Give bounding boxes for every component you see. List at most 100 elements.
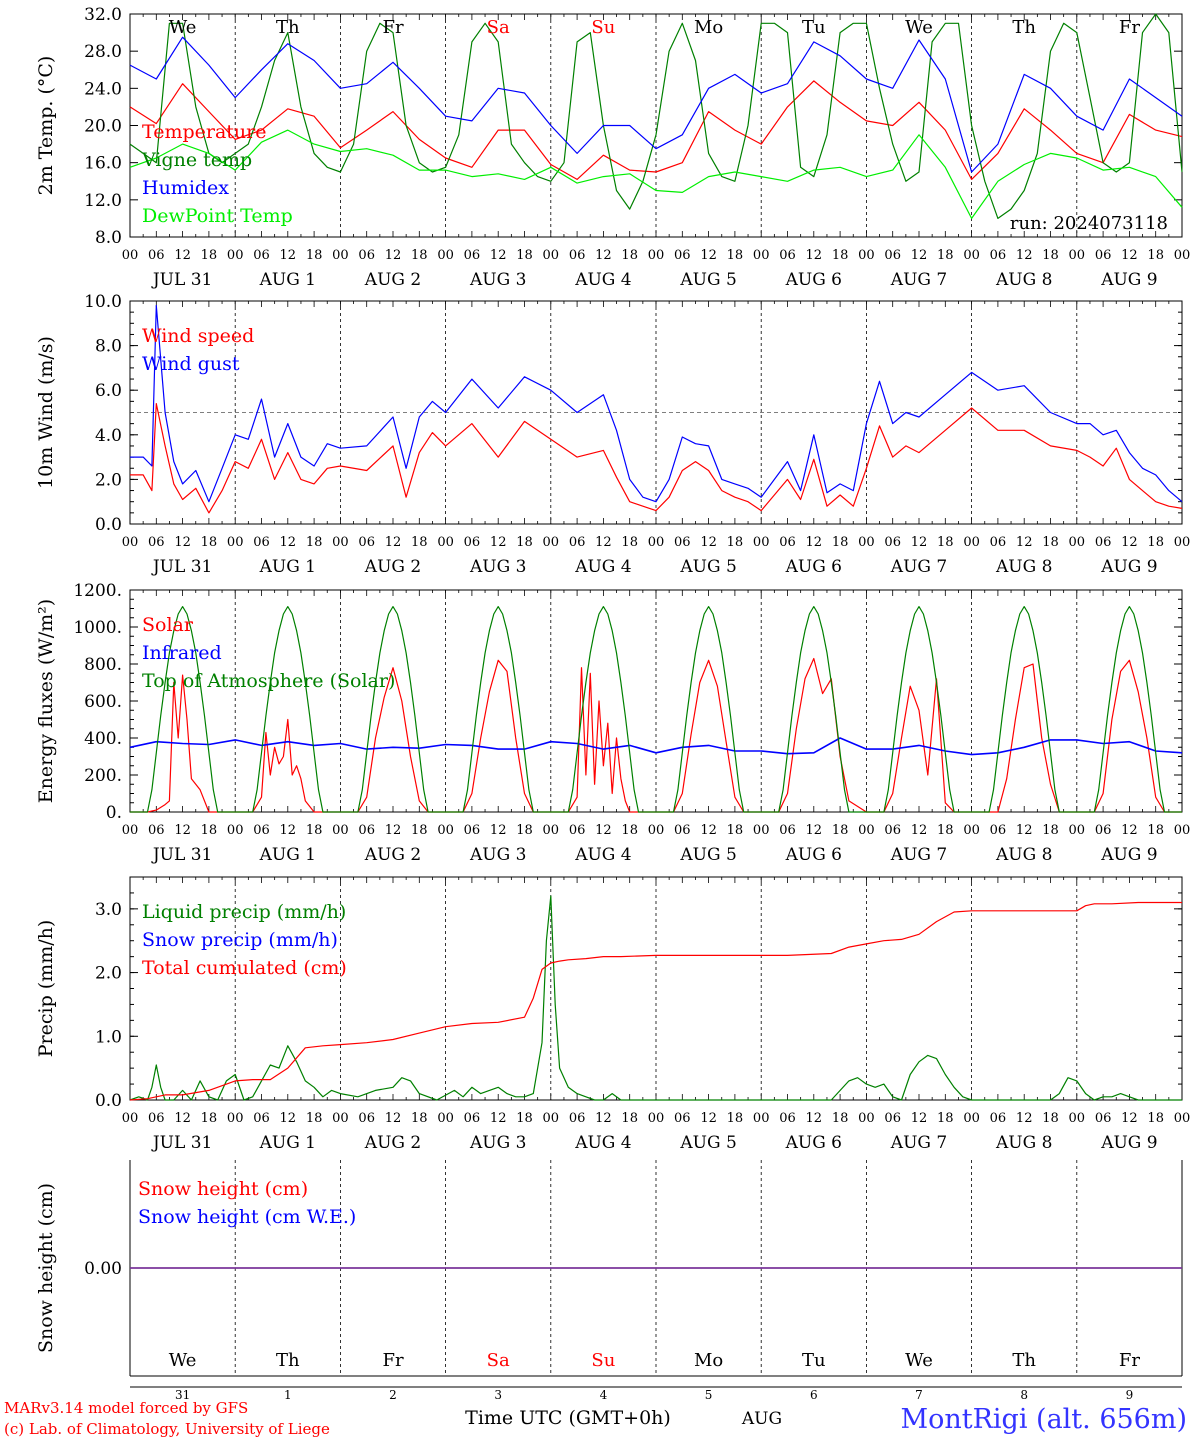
hour-tick-label: 00 bbox=[332, 535, 349, 550]
date-label: AUG 8 bbox=[995, 1133, 1052, 1153]
date-label: AUG 9 bbox=[1100, 557, 1157, 577]
date-label: AUG 5 bbox=[679, 270, 736, 290]
date-label: AUG 7 bbox=[890, 270, 947, 290]
hour-tick-label: 18 bbox=[727, 535, 744, 550]
hour-tick-label: 00 bbox=[227, 1111, 244, 1126]
series-line bbox=[130, 605, 1182, 813]
hour-tick-label: 18 bbox=[306, 823, 323, 838]
panels: 8.012.016.020.024.028.032.02m Temp. (°C)… bbox=[35, 5, 1190, 1402]
date-label: AUG 6 bbox=[785, 557, 842, 577]
weekday-label: Mo bbox=[694, 17, 723, 38]
hour-tick-label: 00 bbox=[1069, 823, 1086, 838]
weekday-label: Fr bbox=[1119, 17, 1140, 38]
hour-tick-label: 12 bbox=[385, 535, 402, 550]
hour-tick-label: 00 bbox=[1174, 248, 1191, 263]
hour-tick-label: 00 bbox=[858, 1111, 875, 1126]
hour-tick-label: 06 bbox=[990, 823, 1007, 838]
hour-tick-label: 00 bbox=[227, 823, 244, 838]
weekday-label: Th bbox=[276, 17, 300, 38]
hour-tick-label: 12 bbox=[911, 535, 928, 550]
weekday-label: Fr bbox=[1119, 1350, 1140, 1371]
date-label: AUG 4 bbox=[574, 270, 631, 290]
hour-tick-label: 06 bbox=[148, 1111, 165, 1126]
hour-tick-label: 12 bbox=[595, 248, 612, 263]
series-line bbox=[129, 901, 1182, 1101]
hour-tick-label: 12 bbox=[174, 535, 191, 550]
hour-tick-label: 06 bbox=[569, 823, 586, 838]
hour-tick-label: 18 bbox=[306, 535, 323, 550]
hour-tick-label: 06 bbox=[148, 535, 165, 550]
day-number-label: 5 bbox=[705, 1388, 713, 1402]
hour-tick-label: 06 bbox=[253, 1111, 270, 1126]
date-label: AUG 2 bbox=[364, 845, 421, 865]
day-number-label: 31 bbox=[175, 1388, 190, 1402]
date-label: JUL 31 bbox=[151, 1133, 212, 1153]
hour-tick-label: 00 bbox=[1174, 823, 1191, 838]
hour-tick-label: 06 bbox=[253, 823, 270, 838]
date-label: AUG 9 bbox=[1100, 845, 1157, 865]
y-axis-label: 10m Wind (m/s) bbox=[35, 336, 57, 489]
hour-tick-label: 00 bbox=[332, 248, 349, 263]
hour-tick-label: 12 bbox=[1121, 535, 1138, 550]
hour-tick-label: 00 bbox=[753, 248, 770, 263]
date-label: AUG 3 bbox=[469, 1133, 526, 1153]
y-tick-label: 800. bbox=[84, 655, 122, 675]
weekday-label: Su bbox=[591, 17, 615, 38]
hour-tick-label: 06 bbox=[779, 823, 796, 838]
hour-tick-label: 00 bbox=[437, 248, 454, 263]
hour-tick-label: 06 bbox=[779, 535, 796, 550]
date-label: AUG 6 bbox=[785, 845, 842, 865]
series-line bbox=[129, 13, 1183, 219]
hour-tick-label: 06 bbox=[569, 248, 586, 263]
date-label: AUG 1 bbox=[259, 1133, 316, 1153]
hour-tick-label: 00 bbox=[227, 535, 244, 550]
legend-entry: Humidex bbox=[142, 177, 229, 199]
panel-3: 0. 200. 400. 600. 800. 1000. 1200. Energy fluxe… bbox=[35, 581, 1190, 865]
y-tick-label: 2.0 bbox=[95, 964, 122, 984]
hour-tick-label: 12 bbox=[280, 248, 297, 263]
hour-tick-label: 12 bbox=[595, 1111, 612, 1126]
hour-tick-label: 18 bbox=[1147, 1111, 1164, 1126]
y-tick-label: 400. bbox=[84, 729, 122, 749]
hour-tick-label: 06 bbox=[464, 248, 481, 263]
hour-tick-label: 18 bbox=[411, 823, 428, 838]
legend-entry: Snow height (cm) bbox=[138, 1178, 308, 1200]
day-number-label: 1 bbox=[284, 1388, 292, 1402]
hour-tick-label: 18 bbox=[832, 1111, 849, 1126]
y-axis-label: Energy fluxes (W/m²) bbox=[35, 599, 57, 803]
hour-tick-label: 00 bbox=[122, 1111, 139, 1126]
hour-tick-label: 18 bbox=[937, 823, 954, 838]
date-label: AUG 9 bbox=[1100, 1133, 1157, 1153]
hour-tick-label: 18 bbox=[201, 1111, 218, 1126]
y-tick-label: 0. bbox=[106, 803, 122, 823]
weekday-label: Sa bbox=[487, 17, 510, 38]
hour-tick-label: 00 bbox=[332, 1111, 349, 1126]
hour-tick-label: 00 bbox=[437, 1111, 454, 1126]
weekday-label: Fr bbox=[382, 17, 403, 38]
date-label: JUL 31 bbox=[151, 557, 212, 577]
y-tick-label: 8.0 bbox=[95, 337, 122, 357]
series-line bbox=[129, 737, 1183, 756]
hour-tick-label: 18 bbox=[1042, 248, 1059, 263]
hour-tick-label: 06 bbox=[990, 1111, 1007, 1126]
run-label: run: 2024073118 bbox=[1010, 213, 1168, 234]
hour-tick-label: 12 bbox=[490, 823, 507, 838]
time-axis-label: Time UTC (GMT+0h) bbox=[465, 1407, 671, 1429]
date-label: AUG 3 bbox=[469, 845, 526, 865]
hour-tick-label: 12 bbox=[280, 823, 297, 838]
hour-tick-label: 12 bbox=[700, 248, 717, 263]
hour-tick-label: 00 bbox=[543, 1111, 560, 1126]
legend-entry: Top of Atmosphere (Solar) bbox=[142, 670, 395, 692]
hour-tick-label: 12 bbox=[280, 1111, 297, 1126]
legend-entry: DewPoint Temp bbox=[142, 205, 293, 227]
hour-tick-label: 00 bbox=[122, 823, 139, 838]
legend-entry: Snow height (cm W.E.) bbox=[138, 1206, 356, 1228]
y-axis-label: Snow height (cm) bbox=[35, 1183, 57, 1353]
hour-tick-label: 18 bbox=[832, 823, 849, 838]
hour-tick-label: 06 bbox=[569, 535, 586, 550]
hour-tick-label: 12 bbox=[700, 823, 717, 838]
hour-tick-label: 12 bbox=[174, 823, 191, 838]
y-tick-label: 1000. bbox=[73, 618, 122, 638]
hour-tick-label: 12 bbox=[1016, 1111, 1033, 1126]
hour-tick-label: 12 bbox=[1121, 248, 1138, 263]
